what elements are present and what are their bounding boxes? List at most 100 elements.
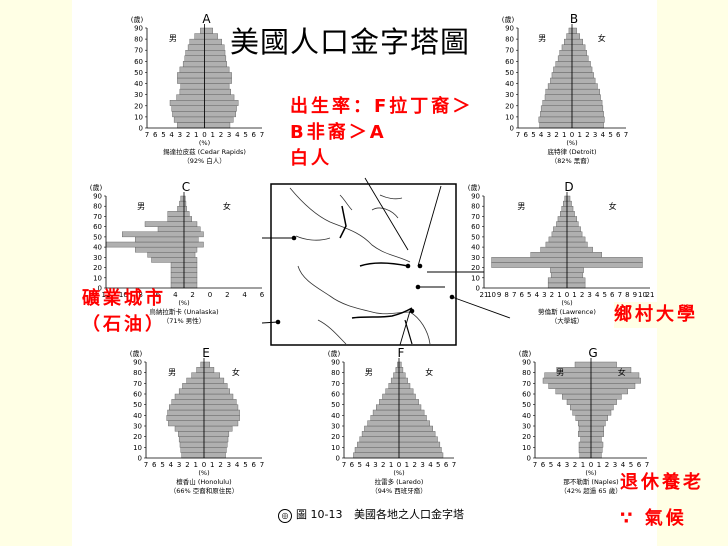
- place-subtitle: （42% 超過 65 歲）: [560, 486, 621, 495]
- bar-female: [398, 388, 414, 395]
- bar-female: [566, 195, 571, 202]
- bar-female: [571, 83, 598, 90]
- age-tick-label: 90: [331, 359, 340, 367]
- city-dot: [291, 235, 297, 241]
- age-tick-label: 0: [336, 455, 340, 463]
- bar-female: [203, 420, 239, 427]
- x-tick-label: 3: [547, 131, 551, 139]
- x-tick-label: 8: [625, 291, 629, 299]
- x-tick-label: 0: [589, 461, 593, 469]
- note-birth-white: 白人: [290, 148, 332, 169]
- bar-male: [547, 282, 568, 289]
- bar-female: [203, 383, 228, 389]
- age-tick-label: 20: [133, 433, 142, 441]
- bar-male: [382, 393, 400, 400]
- bar-male: [575, 415, 592, 421]
- bar-male: [550, 272, 568, 278]
- bar-female: [183, 252, 196, 258]
- age-tick-label: 90: [93, 193, 102, 201]
- age-tick-label: 40: [134, 80, 143, 88]
- x-tick-label: 1: [210, 131, 214, 139]
- note-birth-f: F: [374, 96, 390, 117]
- bar-male: [359, 436, 400, 443]
- x-tick-label: 4: [365, 461, 370, 469]
- bar-female: [590, 452, 602, 459]
- bar-female: [590, 388, 628, 395]
- bar-female: [590, 431, 605, 437]
- bar-female: [566, 282, 586, 289]
- bar-male: [385, 388, 400, 395]
- bar-male: [122, 231, 185, 238]
- y-unit-label: (歲): [130, 349, 143, 358]
- bar-female: [398, 420, 430, 427]
- bar-male: [178, 436, 205, 443]
- bar-male: [171, 399, 205, 405]
- bar-female: [566, 211, 575, 217]
- leader-line: [399, 310, 411, 346]
- bar-female: [566, 216, 578, 222]
- bar-male: [545, 241, 568, 248]
- x-tick-label: 5: [608, 131, 612, 139]
- age-tick-label: 10: [133, 444, 142, 452]
- x-tick-label: 1: [581, 461, 585, 469]
- bar-female: [398, 447, 442, 453]
- bar-male: [182, 61, 205, 68]
- age-tick-label: 90: [471, 193, 480, 201]
- x-tick-label: 10: [487, 291, 496, 299]
- age-tick-label: 30: [505, 91, 514, 99]
- age-tick-label: 70: [134, 47, 143, 55]
- y-unit-label: (歲): [131, 15, 144, 24]
- age-tick-label: 90: [505, 25, 514, 33]
- bar-male: [559, 50, 573, 56]
- y-unit-label: (歲): [328, 349, 341, 358]
- city-dot: [405, 263, 411, 269]
- bar-female: [566, 226, 581, 232]
- bar-male: [144, 221, 185, 227]
- bar-male: [187, 44, 205, 51]
- bar-male: [180, 195, 185, 202]
- bar-male: [393, 372, 400, 379]
- age-tick-label: 80: [331, 369, 340, 377]
- bar-male: [540, 105, 573, 112]
- x-tick-label: 8: [138, 291, 142, 299]
- x-tick-label: 6: [444, 461, 449, 469]
- bar-female: [571, 88, 600, 95]
- bar-female: [590, 361, 617, 368]
- age-tick-label: 60: [93, 223, 102, 231]
- x-tick-label: 7: [260, 461, 264, 469]
- x-tick-label: 7: [624, 131, 628, 139]
- bar-female: [204, 33, 218, 40]
- x-tick-label: 7: [533, 461, 537, 469]
- note-birth-b: B: [290, 122, 307, 143]
- x-tick-label: 2: [412, 461, 416, 469]
- bar-male: [186, 377, 205, 384]
- bar-male: [135, 236, 185, 243]
- x-tick-label: 7: [516, 131, 520, 139]
- bar-female: [398, 393, 416, 400]
- bar-male: [357, 441, 400, 448]
- bar-female: [571, 27, 577, 34]
- x-tick-label: 5: [629, 461, 633, 469]
- x-tick-label: 8: [504, 291, 508, 299]
- note-mining-line2: （石油）: [82, 314, 166, 335]
- bar-female: [571, 72, 594, 79]
- x-tick-label: 4: [595, 291, 600, 299]
- age-tick-label: 50: [134, 69, 143, 77]
- x-tick-label: 0: [397, 461, 401, 469]
- x-tick-label: 6: [156, 291, 161, 299]
- x-tick-label: 1: [577, 131, 581, 139]
- age-tick-label: 20: [505, 102, 514, 110]
- bar-female: [183, 236, 199, 243]
- bar-male: [491, 262, 568, 268]
- map-border-canada: [339, 205, 347, 239]
- map-border-mexico: [351, 307, 413, 319]
- age-tick-label: 80: [505, 36, 514, 44]
- age-tick-label: 70: [471, 213, 480, 221]
- bar-male: [178, 388, 205, 395]
- bar-male: [168, 420, 205, 427]
- age-tick-label: 10: [331, 444, 340, 452]
- bar-male: [540, 246, 568, 253]
- female-label: 女: [609, 201, 617, 211]
- x-tick-label: 1: [210, 461, 214, 469]
